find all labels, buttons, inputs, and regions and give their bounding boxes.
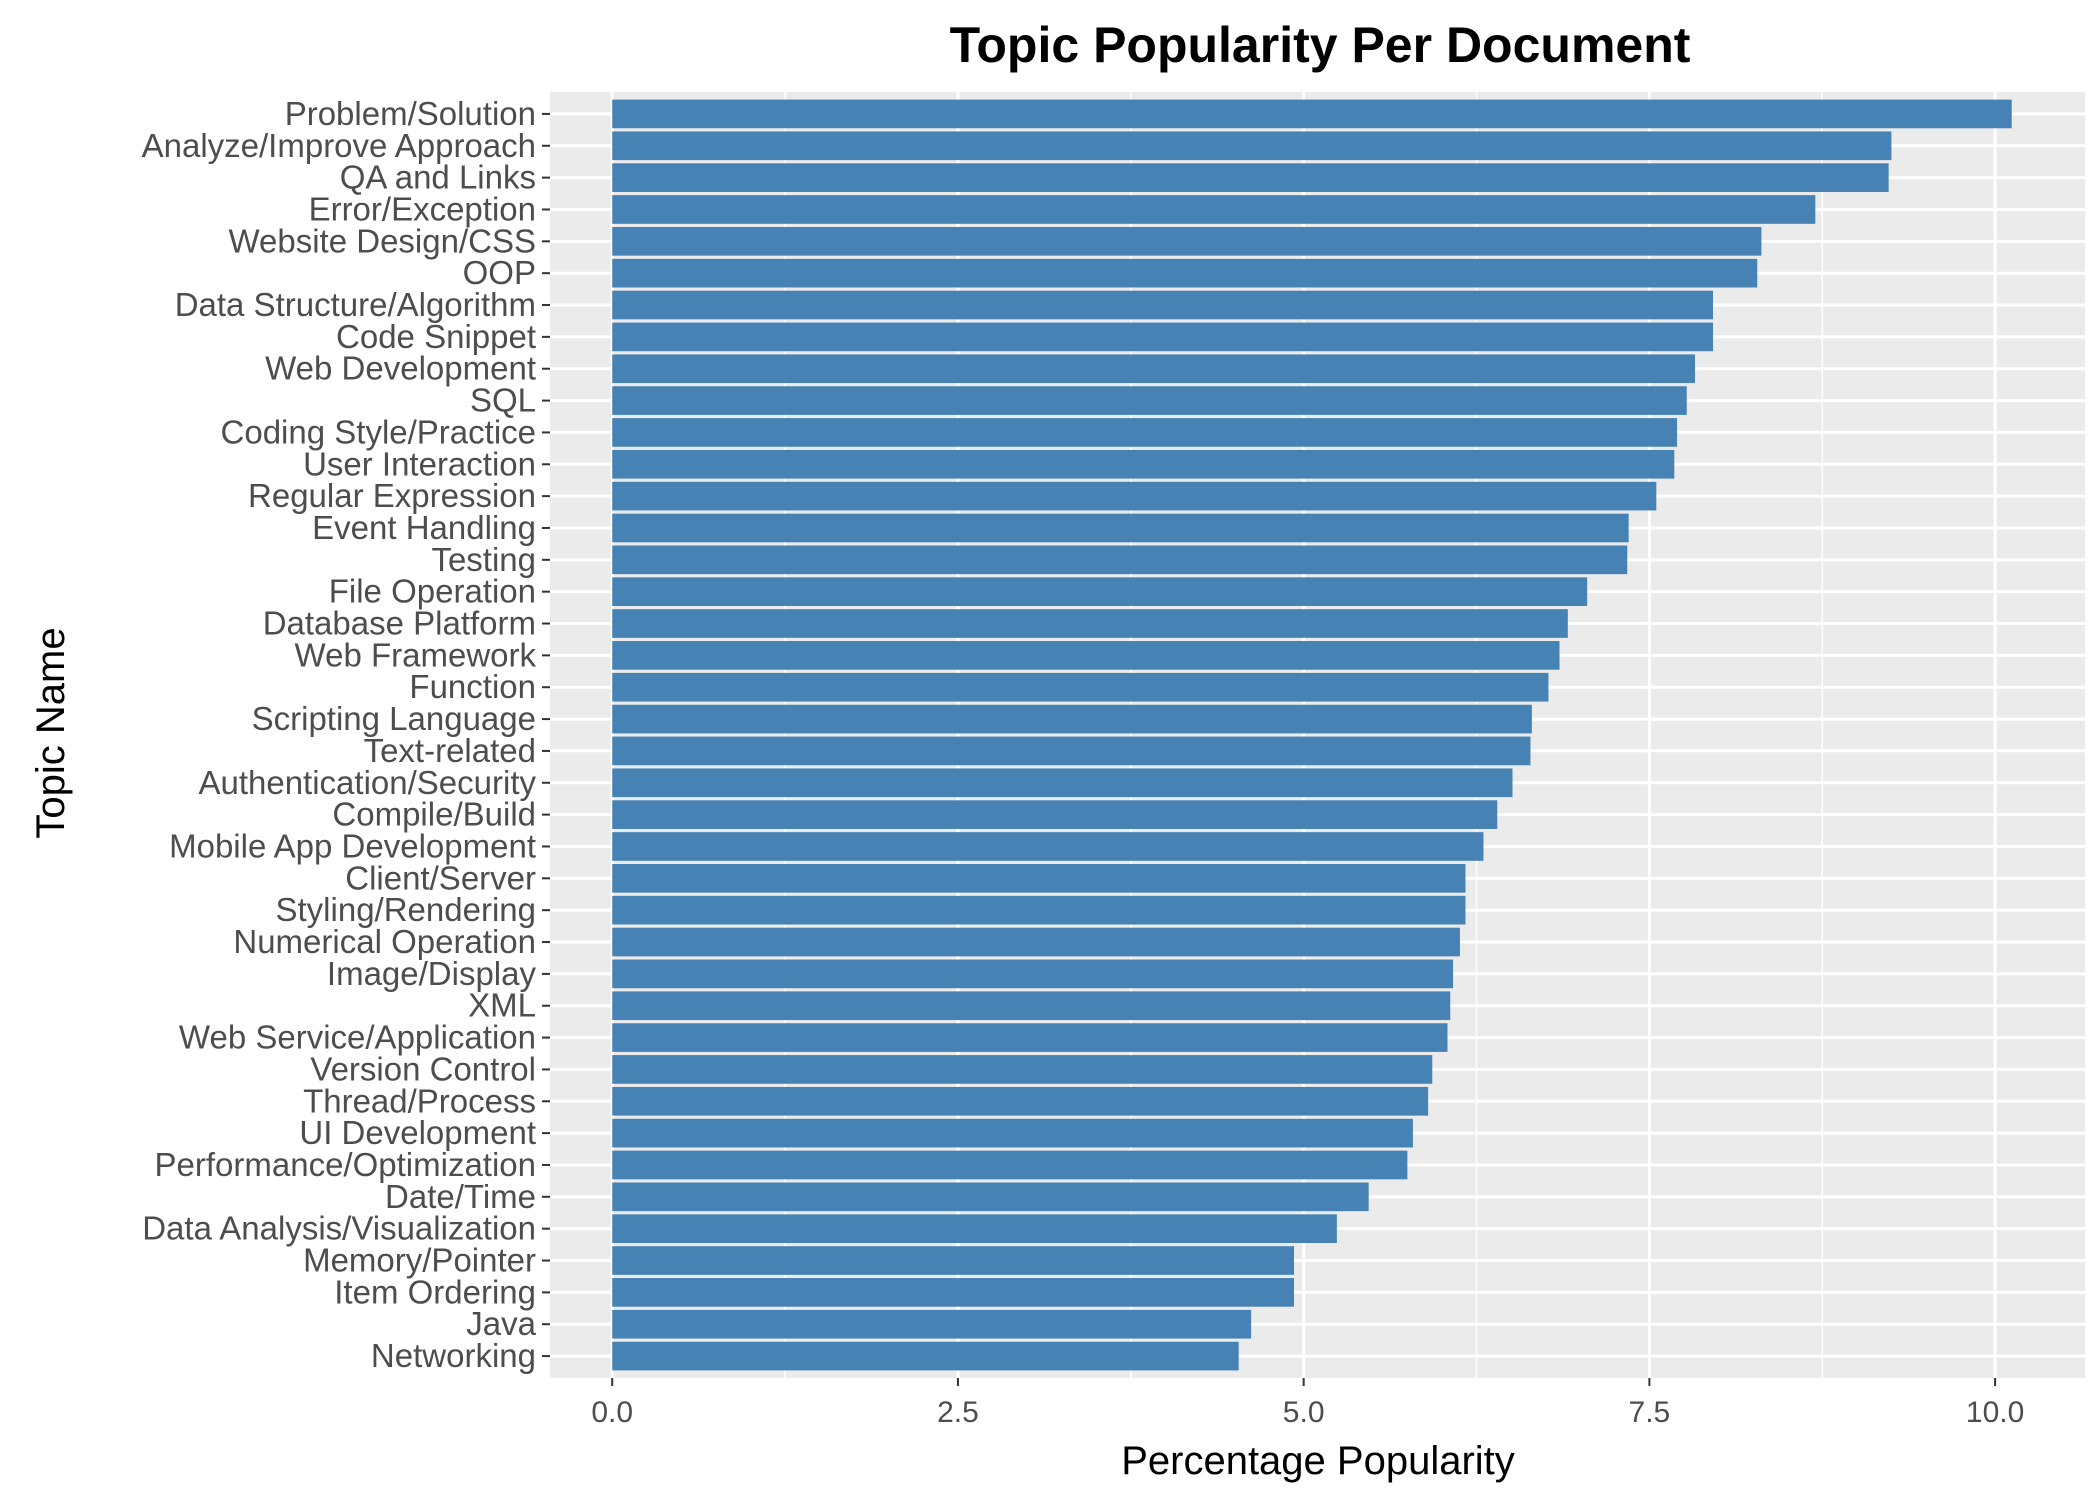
y-category-label: SQL	[470, 382, 536, 419]
y-category-label: Web Framework	[295, 636, 537, 673]
y-category-label: UI Development	[299, 1114, 536, 1151]
bar	[612, 545, 1628, 575]
bar	[612, 736, 1531, 766]
bar	[612, 449, 1675, 479]
y-category-label: Database Platform	[263, 605, 536, 642]
y-category-label: Networking	[371, 1337, 536, 1374]
bar	[612, 672, 1549, 702]
y-category-label: Styling/Rendering	[276, 891, 537, 928]
bar	[612, 832, 1484, 861]
y-category-label: Performance/Optimization	[155, 1146, 536, 1183]
y-category-label: Data Structure/Algorithm	[175, 286, 536, 323]
y-category-label: User Interaction	[303, 445, 536, 482]
y-category-label: Version Control	[310, 1050, 536, 1087]
bar	[612, 1055, 1433, 1084]
x-axis-title: Percentage Popularity	[1121, 1439, 1515, 1483]
y-category-label: Problem/Solution	[285, 95, 536, 132]
bar	[612, 641, 1560, 670]
bar	[612, 131, 1892, 161]
bar	[612, 1150, 1408, 1180]
bar	[612, 959, 1454, 989]
bar	[612, 290, 1714, 320]
y-category-label: Analyze/Improve Approach	[142, 127, 536, 164]
bar	[612, 322, 1714, 352]
bar	[612, 1341, 1239, 1371]
chart-title: Topic Popularity Per Document	[950, 17, 1691, 73]
bar	[612, 226, 1762, 256]
y-category-label: Web Service/Application	[179, 1019, 536, 1056]
y-category-label: Coding Style/Practice	[221, 413, 536, 450]
x-axis-ticks: 0.0 2.5 5.0 7.5 10.0	[591, 1378, 2024, 1429]
bar	[612, 927, 1460, 957]
bar	[612, 258, 1758, 288]
y-category-label: Item Ordering	[334, 1273, 536, 1310]
bar	[612, 386, 1687, 415]
bar	[612, 1309, 1252, 1339]
y-category-label: Data Analysis/Visualization	[142, 1210, 536, 1247]
bar	[612, 704, 1532, 734]
bar	[612, 1214, 1337, 1244]
x-tick-label: 2.5	[937, 1396, 979, 1429]
y-category-label: QA and Links	[340, 159, 536, 196]
bar	[612, 800, 1498, 829]
bar	[612, 768, 1513, 798]
y-category-label: Scripting Language	[252, 700, 536, 737]
bar	[612, 991, 1451, 1021]
y-category-label: Authentication/Security	[198, 764, 536, 801]
bar	[612, 99, 2012, 129]
x-tick-label: 0.0	[591, 1396, 633, 1429]
bar	[612, 1086, 1429, 1116]
y-category-label: Event Handling	[312, 509, 536, 546]
bar	[612, 163, 1889, 192]
bar	[612, 1278, 1294, 1307]
bar	[612, 577, 1588, 607]
y-category-label: File Operation	[329, 573, 536, 610]
bar	[612, 1118, 1413, 1148]
y-axis-title: Topic Name	[29, 627, 73, 838]
y-category-label: Client/Server	[345, 859, 536, 896]
y-category-label: Image/Display	[327, 955, 537, 992]
bar	[612, 863, 1466, 893]
y-category-label: Testing	[431, 541, 536, 578]
y-category-label: XML	[468, 987, 536, 1024]
bars	[612, 99, 2012, 1371]
y-category-label: Mobile App Development	[169, 827, 536, 864]
bar	[612, 481, 1657, 511]
y-category-label: Java	[466, 1305, 536, 1342]
bar	[612, 418, 1678, 447]
bar	[612, 195, 1816, 224]
bar	[612, 1246, 1294, 1275]
bar	[612, 609, 1568, 638]
y-category-label: Regular Expression	[248, 477, 536, 514]
y-category-label: OOP	[463, 254, 536, 291]
y-category-label: Date/Time	[385, 1178, 536, 1215]
y-category-label: Error/Exception	[309, 190, 536, 227]
y-category-label: Compile/Build	[332, 796, 536, 833]
y-category-label: Web Development	[265, 350, 536, 387]
bar	[612, 513, 1629, 543]
y-category-label: Website Design/CSS	[228, 222, 536, 259]
y-category-label: Function	[409, 668, 536, 705]
y-category-label: Numerical Operation	[233, 923, 536, 960]
y-category-label: Text-related	[364, 732, 536, 769]
y-category-label: Code Snippet	[336, 318, 536, 355]
bar	[612, 1023, 1448, 1052]
y-category-label: Memory/Pointer	[303, 1242, 536, 1279]
x-tick-label: 5.0	[1283, 1396, 1325, 1429]
bar	[612, 1182, 1369, 1212]
bar	[612, 354, 1696, 384]
y-category-label: Thread/Process	[303, 1082, 536, 1119]
x-tick-label: 10.0	[1966, 1396, 2024, 1429]
bar	[612, 895, 1466, 925]
x-tick-label: 7.5	[1629, 1396, 1671, 1429]
